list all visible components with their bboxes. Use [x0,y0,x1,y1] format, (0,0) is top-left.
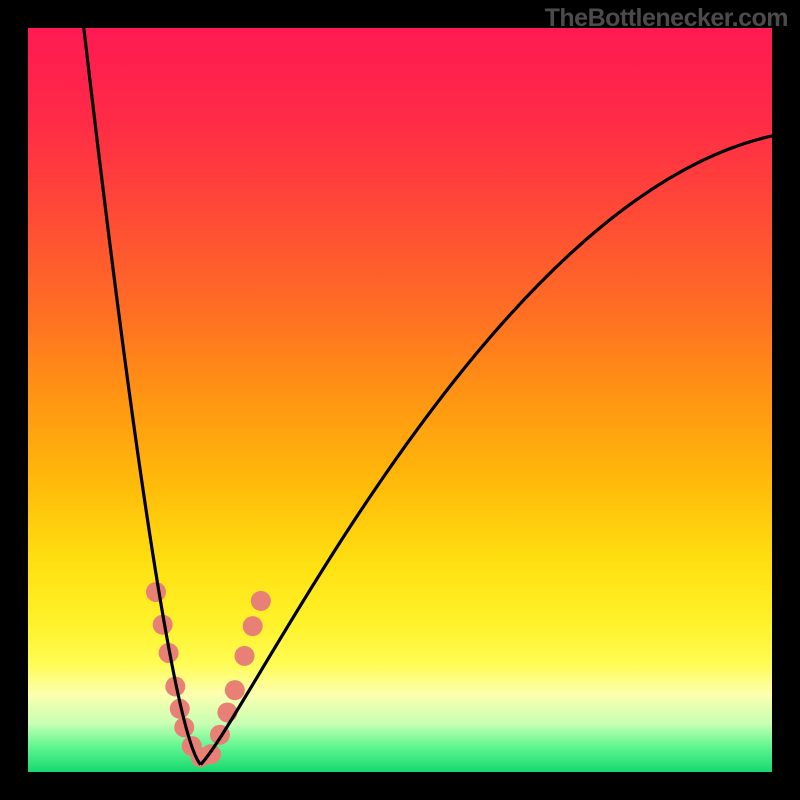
plot-area [28,28,772,772]
gradient-background [28,28,772,772]
data-marker [225,680,245,700]
chart-root: TheBottlenecker.com [0,0,800,800]
data-marker [235,646,255,666]
plot-svg [28,28,772,772]
watermark-text: TheBottlenecker.com [545,4,788,33]
data-marker [243,616,263,636]
data-marker [251,591,271,611]
data-marker [146,582,166,602]
